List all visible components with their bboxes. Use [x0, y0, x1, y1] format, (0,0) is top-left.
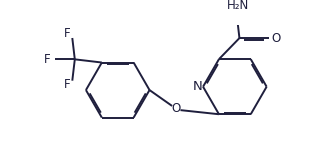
- Text: N: N: [192, 80, 202, 93]
- Text: F: F: [64, 78, 71, 91]
- Text: F: F: [44, 53, 51, 66]
- Text: H₂N: H₂N: [227, 0, 249, 12]
- Text: O: O: [272, 32, 281, 45]
- Text: F: F: [64, 27, 71, 40]
- Text: O: O: [172, 102, 181, 115]
